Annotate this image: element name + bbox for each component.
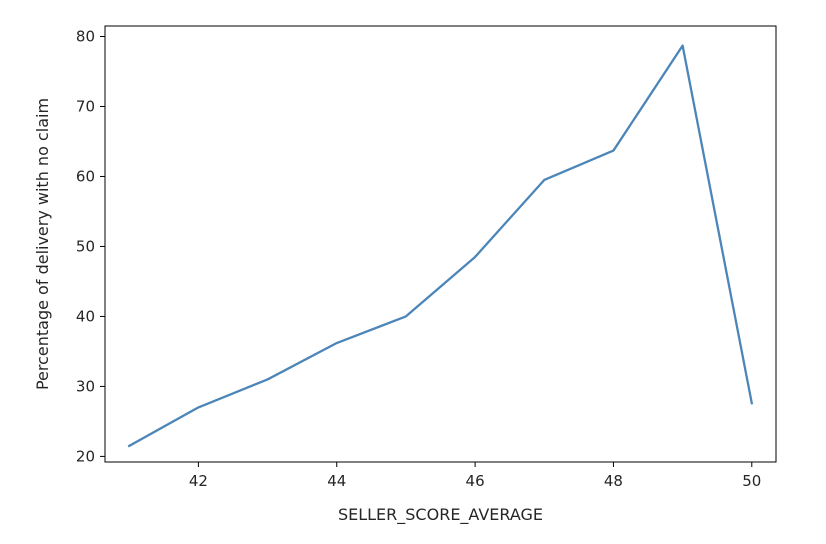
series-line	[127, 44, 754, 448]
x-tick-label: 50	[742, 472, 761, 490]
x-tick-label: 46	[466, 472, 485, 490]
x-tick-label: 48	[604, 472, 623, 490]
x-axis-label: SELLER_SCORE_AVERAGE	[338, 505, 543, 525]
y-tick-label: 60	[76, 167, 95, 185]
y-tick-label: 20	[76, 447, 95, 465]
x-tick-label: 42	[189, 472, 208, 490]
plot-frame	[104, 25, 777, 463]
axis-ticks: 42 44 46 48 50 20 30 40 50 60 70 80	[76, 27, 761, 490]
y-tick-label: 80	[76, 27, 95, 45]
y-tick-label: 30	[76, 377, 95, 395]
y-axis-label: Percentage of delivery with no claim	[33, 98, 52, 390]
y-tick-label: 40	[76, 307, 95, 325]
plot-area	[127, 44, 754, 448]
y-tick-label: 70	[76, 97, 95, 115]
y-tick-label: 50	[76, 237, 95, 255]
x-tick-label: 44	[327, 472, 346, 490]
